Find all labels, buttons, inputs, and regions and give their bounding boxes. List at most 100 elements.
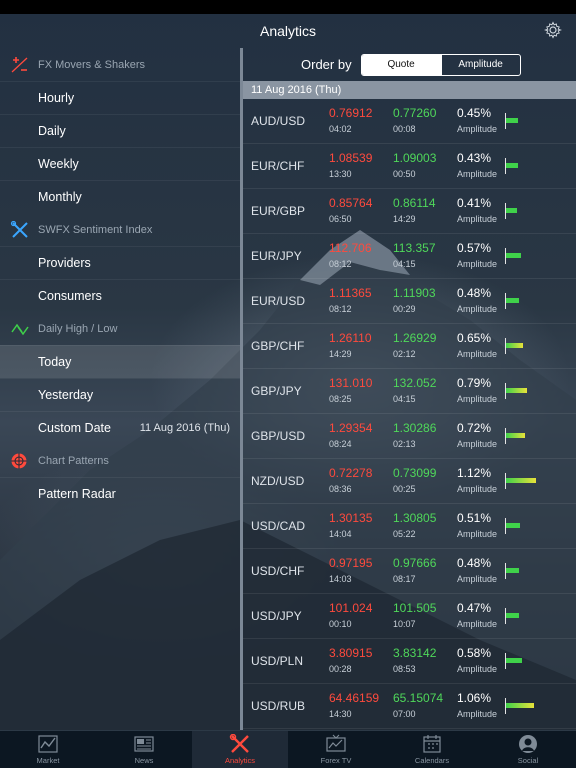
table-row[interactable]: USD/CAD 1.30135 14:04 1.30805 05:22 0.51% Ampl… xyxy=(243,504,576,549)
amplitude-bar-track xyxy=(505,518,575,534)
table-row[interactable]: EUR/JPY 112.706 08:12 113.357 04:15 0.57% Ampl… xyxy=(243,234,576,279)
sidebar-item-monthly[interactable]: Monthly xyxy=(0,180,240,213)
low-time: 08:36 xyxy=(329,484,352,494)
low-time: 00:28 xyxy=(329,664,352,674)
pair-name: EUR/GBP xyxy=(251,204,306,218)
amplitude-value: 0.72% xyxy=(457,421,492,435)
amplitude-label: Amplitude xyxy=(457,349,498,359)
high-value: 113.357 xyxy=(393,241,436,255)
amplitude-bar-track xyxy=(505,698,575,714)
section-label: Chart Patterns xyxy=(38,454,109,467)
high-value: 1.26929 xyxy=(393,331,437,345)
order-option-amplitude[interactable]: Amplitude xyxy=(440,54,520,75)
sidebar-item-consumers[interactable]: Consumers xyxy=(0,279,240,312)
table-row[interactable]: EUR/GBP 0.85764 06:50 0.86114 14:29 0.41% Ampl… xyxy=(243,189,576,234)
sidebar-item-daily[interactable]: Daily xyxy=(0,114,240,147)
sidebar-item-weekly[interactable]: Weekly xyxy=(0,147,240,180)
sidebar-item-today[interactable]: Today xyxy=(0,345,240,378)
order-segmented-control: Quote Amplitude xyxy=(360,53,521,76)
amplitude-value: 0.79% xyxy=(457,376,492,390)
amplitude-value: 0.65% xyxy=(457,331,492,345)
tab-forex-tv[interactable]: Forex TV xyxy=(288,731,384,768)
amplitude-label: Amplitude xyxy=(457,619,498,629)
amplitude-bar-track xyxy=(505,383,575,399)
low-value: 1.11365 xyxy=(329,286,372,300)
tv-icon xyxy=(326,734,346,752)
amplitude-label: Amplitude xyxy=(457,259,498,269)
table-row[interactable]: USD/RUB 64.46159 14:30 65.15074 07:00 1.06% Am… xyxy=(243,684,576,729)
high-time: 00:50 xyxy=(393,169,416,179)
amplitude-value: 1.12% xyxy=(457,466,492,480)
sidebar-item-custom-date[interactable]: Custom Date 11 Aug 2016 (Thu) xyxy=(0,411,240,444)
low-time: 04:02 xyxy=(329,124,352,134)
high-time: 07:00 xyxy=(393,709,416,719)
high-value: 0.97666 xyxy=(393,556,437,570)
table-row[interactable]: NZD/USD 0.72278 08:36 0.73099 00:25 1.12% Ampl… xyxy=(243,459,576,504)
high-time: 05:22 xyxy=(393,529,416,539)
pair-name: AUD/USD xyxy=(251,114,306,128)
high-value: 1.30805 xyxy=(393,511,437,525)
high-value: 3.83142 xyxy=(393,646,437,660)
table-row[interactable]: USD/CHF 0.97195 14:03 0.97666 08:17 0.48% Ampl… xyxy=(243,549,576,594)
pair-name: EUR/JPY xyxy=(251,249,302,263)
tab-label: Market xyxy=(36,756,60,765)
section-swfx-sentiment: SWFX Sentiment Index xyxy=(0,213,240,246)
amplitude-bar xyxy=(506,658,522,663)
table-row[interactable]: USD/JPY 101.024 00:10 101.505 10:07 0.47% Ampl… xyxy=(243,594,576,639)
sidebar-item-label: Monthly xyxy=(38,190,82,204)
tab-market[interactable]: Market xyxy=(0,731,96,768)
sidebar-item-label: Custom Date xyxy=(38,421,111,435)
low-value: 112.706 xyxy=(329,241,372,255)
amplitude-label: Amplitude xyxy=(457,304,498,314)
amplitude-label: Amplitude xyxy=(457,169,498,179)
table-row[interactable]: GBP/JPY 131.010 08:25 132.052 04:15 0.79% Ampl… xyxy=(243,369,576,414)
tab-label: Analytics xyxy=(224,756,255,765)
sidebar-item-label: Pattern Radar xyxy=(38,487,116,501)
pair-name: EUR/USD xyxy=(251,294,306,308)
amplitude-bar xyxy=(506,298,519,303)
high-value: 1.11903 xyxy=(393,286,436,300)
tab-news[interactable]: News xyxy=(96,731,192,768)
order-option-quote[interactable]: Quote xyxy=(361,54,441,75)
split-divider[interactable] xyxy=(240,48,243,730)
table-row[interactable]: AUD/USD 0.76912 04:02 0.77260 00:08 0.45% Ampl… xyxy=(243,99,576,144)
sidebar-item-label: Daily xyxy=(38,124,66,138)
gear-icon[interactable] xyxy=(544,21,562,39)
table-row[interactable]: USD/PLN 3.80915 00:28 3.83142 08:53 0.58% Ampl… xyxy=(243,639,576,684)
amplitude-value: 0.58% xyxy=(457,646,492,660)
sidebar-item-hourly[interactable]: Hourly xyxy=(0,81,240,114)
amplitude-label: Amplitude xyxy=(457,529,498,539)
sidebar-item-yesterday[interactable]: Yesterday xyxy=(0,378,240,411)
amplitude-bar-track xyxy=(505,653,575,669)
amplitude-label: Amplitude xyxy=(457,124,498,134)
sidebar-item-pattern-radar[interactable]: Pattern Radar xyxy=(0,477,240,510)
sidebar-item-providers[interactable]: Providers xyxy=(0,246,240,279)
pair-name: USD/CAD xyxy=(251,519,306,533)
low-value: 64.46159 xyxy=(329,691,380,705)
table-row[interactable]: GBP/USD 1.29354 08:24 1.30286 02:13 0.72% Ampl… xyxy=(243,414,576,459)
amplitude-value: 0.48% xyxy=(457,286,492,300)
amplitude-value: 0.47% xyxy=(457,601,492,615)
tab-label: Calendars xyxy=(414,756,450,765)
tab-analytics[interactable]: Analytics xyxy=(192,731,288,768)
amplitude-bar xyxy=(506,703,534,708)
amplitude-bar-track xyxy=(505,608,575,624)
amplitude-bar-track xyxy=(505,428,575,444)
low-value: 1.08539 xyxy=(329,151,373,165)
table-row[interactable]: EUR/CHF 1.08539 13:30 1.09003 00:50 0.43% Ampl… xyxy=(243,144,576,189)
amplitude-bar-track xyxy=(505,113,575,129)
low-value: 1.26110 xyxy=(329,331,372,345)
pair-name: GBP/CHF xyxy=(251,339,305,353)
table-row[interactable]: EUR/USD 1.11365 08:12 1.11903 00:29 0.48% Ampl… xyxy=(243,279,576,324)
amplitude-bar-track xyxy=(505,473,575,489)
tab-social[interactable]: Social xyxy=(480,731,576,768)
table-row[interactable]: GBP/CHF 1.26110 14:29 1.26929 02:12 0.65% Ampl… xyxy=(243,324,576,369)
person-icon xyxy=(519,735,537,753)
amplitude-bar xyxy=(506,478,536,483)
tab-calendars[interactable]: Calendars xyxy=(384,731,480,768)
amplitude-bar xyxy=(506,208,517,213)
amplitude-bar xyxy=(506,118,518,123)
low-value: 0.97195 xyxy=(329,556,373,570)
high-value: 0.86114 xyxy=(393,196,436,210)
